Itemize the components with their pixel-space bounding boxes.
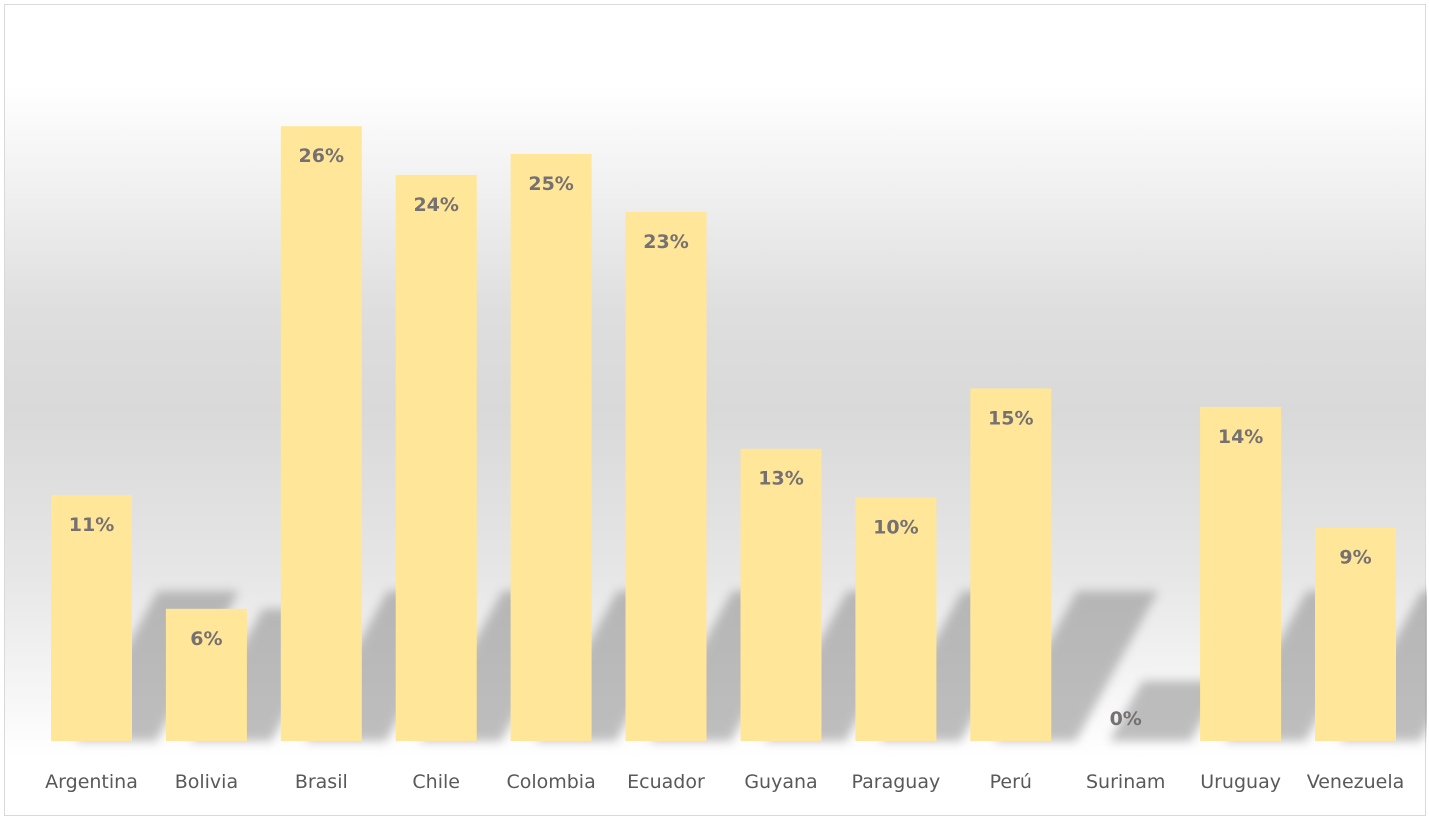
data-label: 25% xyxy=(528,173,573,195)
data-label: 10% xyxy=(873,516,918,538)
data-label: 9% xyxy=(1339,547,1371,569)
bar-brasil xyxy=(280,126,362,741)
category-tick-label: Uruguay xyxy=(1200,771,1281,793)
bar-venezuela xyxy=(1315,527,1396,741)
category-tick-label: Ecuador xyxy=(627,771,705,793)
bar-paraguay xyxy=(855,497,937,741)
category-tick-label: Brasil xyxy=(295,771,348,793)
category-tick-label: Perú xyxy=(990,771,1032,793)
bar-uruguay xyxy=(1200,406,1282,741)
bar-argentina xyxy=(51,495,132,741)
category-axis: Argentina Bolivia Brasil Chile Colombia Ecuad… xyxy=(45,771,1404,793)
data-label: 11% xyxy=(69,514,114,536)
bar-shadow xyxy=(1109,681,1224,741)
category-tick-label: Surinam xyxy=(1086,771,1165,793)
category-tick-label: Paraguay xyxy=(852,771,941,793)
category-tick-label: Colombia xyxy=(506,771,595,793)
data-label: 13% xyxy=(758,468,803,490)
bar-guyana xyxy=(740,448,822,741)
data-label: 23% xyxy=(643,231,688,253)
data-label: 15% xyxy=(988,407,1033,429)
data-label: 6% xyxy=(190,628,222,650)
chart-area: 11% 6% 26% 24% 25% 23% 13% 10% 15% 0% 14% 9% Argent… xyxy=(4,4,1427,816)
category-tick-label: Venezuela xyxy=(1307,771,1405,793)
category-tick-label: Argentina xyxy=(45,771,138,793)
bars xyxy=(51,126,1396,741)
bar-ecuador xyxy=(625,212,707,741)
bar-per- xyxy=(970,388,1052,741)
bar-chart: 11% 6% 26% 24% 25% 23% 13% 10% 15% 0% 14% 9% Argent… xyxy=(45,126,1427,793)
data-labels: 11% 6% 26% 24% 25% 23% 13% 10% 15% 0% 14% 9% xyxy=(69,145,1372,730)
category-tick-label: Chile xyxy=(412,771,460,793)
bar-bolivia xyxy=(165,608,247,741)
category-tick-label: Guyana xyxy=(744,771,817,793)
category-tick-label: Bolivia xyxy=(175,771,238,793)
bar-colombia xyxy=(510,154,592,741)
data-label: 14% xyxy=(1218,426,1263,448)
bar-chile xyxy=(395,174,477,741)
data-label: 0% xyxy=(1110,708,1142,730)
data-label: 24% xyxy=(413,194,458,216)
data-label: 26% xyxy=(299,145,344,167)
